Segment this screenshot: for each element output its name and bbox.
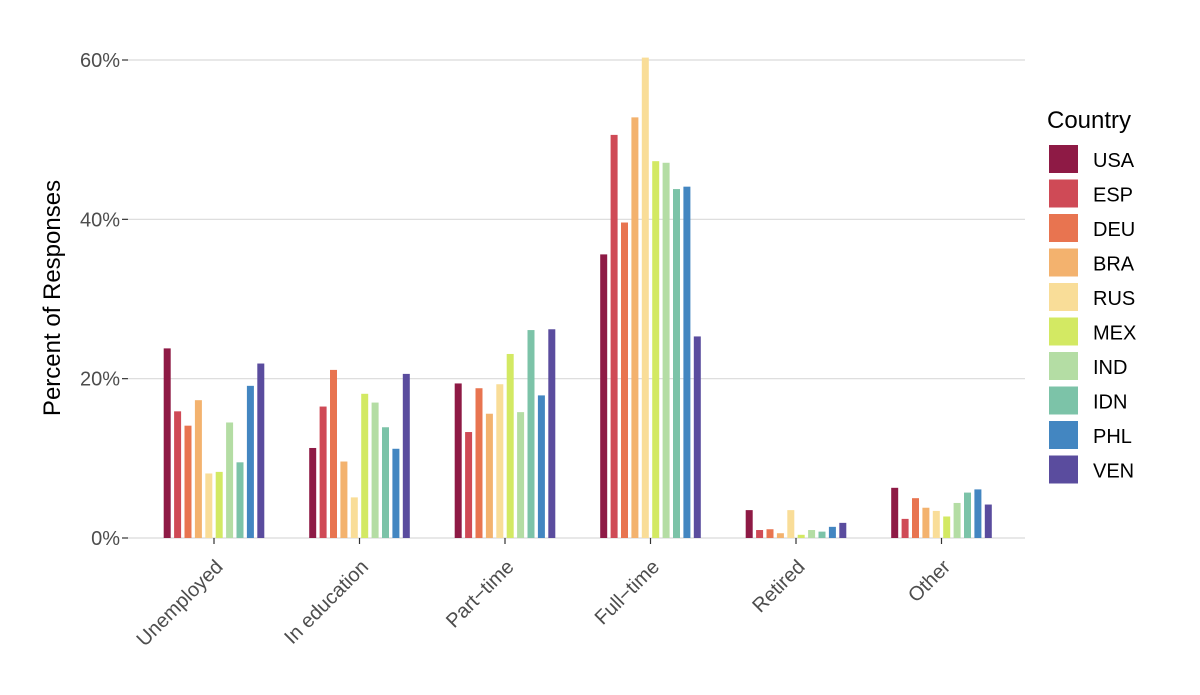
legend-swatch-usa <box>1049 145 1078 173</box>
bar-usa-1 <box>309 447 317 538</box>
bar-idn-5 <box>964 492 971 538</box>
bar-bra-0 <box>194 400 202 538</box>
bar-phl-1 <box>392 448 400 538</box>
bar-deu-2 <box>475 388 483 538</box>
legend-label-esp: ESP <box>1093 185 1133 207</box>
legend-label-ind: IND <box>1093 357 1127 379</box>
bar-ven-3 <box>693 336 701 538</box>
x-tick-label: Part−time <box>442 556 518 632</box>
y-tick-label: 40% <box>80 209 120 231</box>
bar-ind-3 <box>662 162 670 538</box>
bar-bra-3 <box>631 117 639 539</box>
bar-mex-5 <box>943 516 951 538</box>
gridlines <box>128 59 1025 539</box>
bar-deu-3 <box>621 222 628 538</box>
legend-label-phl: PHL <box>1093 426 1132 448</box>
legend-swatch-phl <box>1049 421 1078 449</box>
legend-swatch-idn <box>1049 386 1078 415</box>
bar-idn-3 <box>673 189 680 538</box>
bar-phl-4 <box>828 526 836 538</box>
bar-mex-0 <box>215 471 223 538</box>
bars <box>163 57 992 539</box>
bar-rus-3 <box>641 57 649 539</box>
bar-usa-0 <box>163 348 171 538</box>
bar-ven-2 <box>548 329 556 538</box>
bar-deu-5 <box>912 498 919 538</box>
bar-ven-4 <box>839 522 847 538</box>
axes: 0% 20% 40% 60% Unemployed In education Part−ti… <box>80 50 955 651</box>
bar-ven-0 <box>257 363 265 538</box>
legend-label-idn: IDN <box>1093 392 1127 414</box>
legend-swatch-mex <box>1049 317 1078 346</box>
bar-ind-5 <box>953 502 961 538</box>
bar-usa-5 <box>891 487 899 538</box>
bar-ind-1 <box>371 402 379 538</box>
bar-ven-1 <box>402 373 410 538</box>
legend-title: Country <box>1047 107 1131 134</box>
bar-deu-0 <box>184 425 192 538</box>
legend-label-rus: RUS <box>1093 288 1135 310</box>
legend-label-mex: MEX <box>1093 323 1136 345</box>
bar-esp-5 <box>901 518 909 538</box>
y-tick-label: 60% <box>80 50 120 72</box>
bar-rus-1 <box>350 497 358 538</box>
bar-phl-0 <box>246 385 254 538</box>
bar-phl-5 <box>974 489 982 538</box>
legend-label-deu: DEU <box>1093 219 1135 241</box>
bar-mex-4 <box>797 534 805 538</box>
bar-rus-5 <box>932 510 940 538</box>
bar-bra-2 <box>485 413 493 538</box>
bar-phl-3 <box>683 186 691 539</box>
legend-swatch-ind <box>1049 352 1078 380</box>
bar-rus-2 <box>496 384 504 538</box>
legend-label-usa: USA <box>1093 150 1135 172</box>
bar-bra-4 <box>776 533 784 538</box>
bar-bra-5 <box>922 507 930 538</box>
bar-deu-1 <box>330 369 337 538</box>
bar-mex-3 <box>652 161 660 538</box>
legend: Country USA ESP DEU BRA RUS MEX IND IDN PHL VEN <box>1047 107 1136 484</box>
legend-label-bra: BRA <box>1093 254 1135 276</box>
bar-ind-0 <box>226 422 234 538</box>
bar-ven-5 <box>984 504 992 538</box>
y-axis-title: Percent of Responses <box>39 180 66 416</box>
bar-ind-2 <box>517 412 525 538</box>
legend-swatch-ven <box>1049 455 1078 484</box>
y-tick-label: 0% <box>91 528 120 550</box>
x-tick-label: Retired <box>748 556 809 617</box>
bar-esp-0 <box>174 411 182 538</box>
bar-usa-2 <box>454 383 462 538</box>
bar-phl-2 <box>537 395 545 538</box>
bar-deu-4 <box>766 529 774 538</box>
y-tick-label: 20% <box>80 369 120 391</box>
bar-bra-1 <box>340 461 348 538</box>
x-tick-label: Unemployed <box>133 556 228 651</box>
bar-esp-3 <box>610 134 618 538</box>
legend-swatch-deu <box>1049 214 1078 242</box>
legend-label-ven: VEN <box>1093 461 1134 483</box>
bar-rus-4 <box>787 510 795 538</box>
bar-usa-4 <box>745 510 753 538</box>
bar-idn-2 <box>527 330 535 538</box>
bar-esp-2 <box>465 432 473 538</box>
bar-idn-1 <box>382 427 389 538</box>
x-tick-label: Other <box>904 556 955 607</box>
bar-idn-4 <box>818 531 826 538</box>
bar-idn-0 <box>236 462 244 538</box>
bar-ind-4 <box>808 530 816 538</box>
bar-esp-1 <box>319 406 327 538</box>
x-tick-label: Full−time <box>591 556 664 629</box>
bar-rus-0 <box>205 473 213 538</box>
bar-mex-1 <box>361 393 369 538</box>
legend-swatch-esp <box>1049 179 1078 208</box>
x-tick-label: In education <box>280 556 373 649</box>
legend-swatch-rus <box>1049 283 1078 311</box>
bar-mex-2 <box>506 353 514 538</box>
bar-usa-3 <box>600 254 608 538</box>
legend-swatch-bra <box>1049 248 1078 277</box>
bar-esp-4 <box>756 530 764 538</box>
